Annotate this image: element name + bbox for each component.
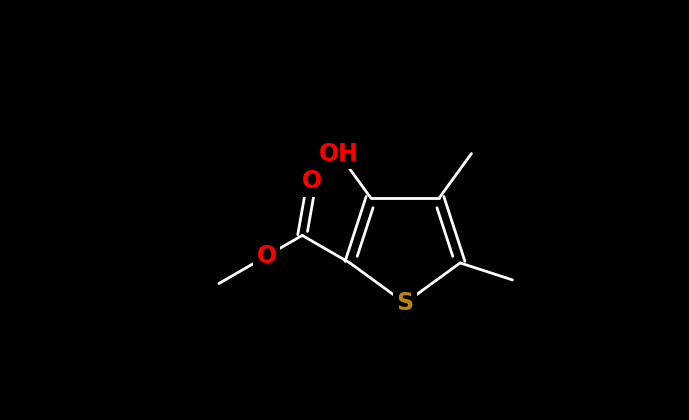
Text: OH: OH bbox=[318, 142, 358, 165]
Text: O: O bbox=[256, 244, 276, 268]
Text: O: O bbox=[302, 169, 322, 193]
Text: S: S bbox=[396, 291, 413, 315]
